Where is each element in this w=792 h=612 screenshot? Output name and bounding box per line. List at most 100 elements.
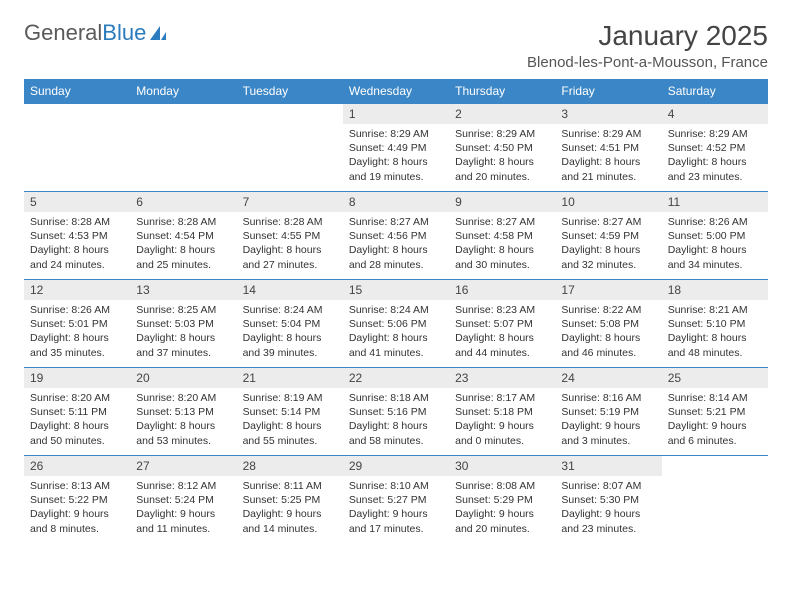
sunrise-line: Sunrise: 8:22 AM	[561, 304, 641, 316]
calendar-cell: 4Sunrise: 8:29 AMSunset: 4:52 PMDaylight…	[662, 104, 768, 192]
day-number: 6	[130, 192, 236, 212]
calendar-cell: 26Sunrise: 8:13 AMSunset: 5:22 PMDayligh…	[24, 456, 130, 544]
calendar-cell: 23Sunrise: 8:17 AMSunset: 5:18 PMDayligh…	[449, 368, 555, 456]
calendar-cell: 12Sunrise: 8:26 AMSunset: 5:01 PMDayligh…	[24, 280, 130, 368]
daylight-line: Daylight: 8 hours and 20 minutes.	[455, 156, 534, 182]
sunset-line: Sunset: 5:30 PM	[561, 494, 639, 506]
weekday-header: Tuesday	[237, 79, 343, 104]
daylight-line: Daylight: 8 hours and 41 minutes.	[349, 332, 428, 358]
day-details: Sunrise: 8:20 AMSunset: 5:11 PMDaylight:…	[24, 388, 130, 451]
weekday-header: Thursday	[449, 79, 555, 104]
sunrise-line: Sunrise: 8:20 AM	[136, 392, 216, 404]
daylight-line: Daylight: 8 hours and 24 minutes.	[30, 244, 109, 270]
daylight-line: Daylight: 8 hours and 28 minutes.	[349, 244, 428, 270]
sunset-line: Sunset: 5:18 PM	[455, 406, 533, 418]
sunrise-line: Sunrise: 8:27 AM	[455, 216, 535, 228]
calendar-cell: ..	[237, 104, 343, 192]
day-details: Sunrise: 8:14 AMSunset: 5:21 PMDaylight:…	[662, 388, 768, 451]
daylight-line: Daylight: 8 hours and 39 minutes.	[243, 332, 322, 358]
sunrise-line: Sunrise: 8:29 AM	[455, 128, 535, 140]
day-details: Sunrise: 8:08 AMSunset: 5:29 PMDaylight:…	[449, 476, 555, 539]
calendar-cell: 28Sunrise: 8:11 AMSunset: 5:25 PMDayligh…	[237, 456, 343, 544]
calendar-cell: 27Sunrise: 8:12 AMSunset: 5:24 PMDayligh…	[130, 456, 236, 544]
sunrise-line: Sunrise: 8:13 AM	[30, 480, 110, 492]
calendar-row: 5Sunrise: 8:28 AMSunset: 4:53 PMDaylight…	[24, 192, 768, 280]
daylight-line: Daylight: 8 hours and 37 minutes.	[136, 332, 215, 358]
day-details: Sunrise: 8:07 AMSunset: 5:30 PMDaylight:…	[555, 476, 661, 539]
calendar-cell: 3Sunrise: 8:29 AMSunset: 4:51 PMDaylight…	[555, 104, 661, 192]
calendar-cell: ..	[662, 456, 768, 544]
day-number: 9	[449, 192, 555, 212]
day-number: 5	[24, 192, 130, 212]
day-details: Sunrise: 8:10 AMSunset: 5:27 PMDaylight:…	[343, 476, 449, 539]
sunset-line: Sunset: 4:52 PM	[668, 142, 746, 154]
sunrise-line: Sunrise: 8:10 AM	[349, 480, 429, 492]
calendar-cell: ..	[24, 104, 130, 192]
day-number: 16	[449, 280, 555, 300]
day-details: Sunrise: 8:22 AMSunset: 5:08 PMDaylight:…	[555, 300, 661, 363]
day-number: 13	[130, 280, 236, 300]
day-number: 12	[24, 280, 130, 300]
calendar-cell: 11Sunrise: 8:26 AMSunset: 5:00 PMDayligh…	[662, 192, 768, 280]
day-number: 14	[237, 280, 343, 300]
sunset-line: Sunset: 5:10 PM	[668, 318, 746, 330]
sunrise-line: Sunrise: 8:11 AM	[243, 480, 322, 492]
calendar-cell: 22Sunrise: 8:18 AMSunset: 5:16 PMDayligh…	[343, 368, 449, 456]
day-details: Sunrise: 8:11 AMSunset: 5:25 PMDaylight:…	[237, 476, 343, 539]
sunset-line: Sunset: 5:06 PM	[349, 318, 427, 330]
calendar-cell: 7Sunrise: 8:28 AMSunset: 4:55 PMDaylight…	[237, 192, 343, 280]
sunrise-line: Sunrise: 8:27 AM	[349, 216, 429, 228]
calendar-cell: 8Sunrise: 8:27 AMSunset: 4:56 PMDaylight…	[343, 192, 449, 280]
sunset-line: Sunset: 5:27 PM	[349, 494, 427, 506]
daylight-line: Daylight: 8 hours and 34 minutes.	[668, 244, 747, 270]
daylight-line: Daylight: 8 hours and 23 minutes.	[668, 156, 747, 182]
daylight-line: Daylight: 9 hours and 14 minutes.	[243, 508, 322, 534]
daylight-line: Daylight: 8 hours and 25 minutes.	[136, 244, 215, 270]
sunrise-line: Sunrise: 8:17 AM	[455, 392, 535, 404]
day-number: 10	[555, 192, 661, 212]
calendar-cell: 14Sunrise: 8:24 AMSunset: 5:04 PMDayligh…	[237, 280, 343, 368]
weekday-header: Friday	[555, 79, 661, 104]
sunrise-line: Sunrise: 8:25 AM	[136, 304, 216, 316]
daylight-line: Daylight: 8 hours and 44 minutes.	[455, 332, 534, 358]
sunset-line: Sunset: 5:16 PM	[349, 406, 427, 418]
calendar-cell: 30Sunrise: 8:08 AMSunset: 5:29 PMDayligh…	[449, 456, 555, 544]
day-number: 1	[343, 104, 449, 124]
day-number: 27	[130, 456, 236, 476]
sunrise-line: Sunrise: 8:07 AM	[561, 480, 641, 492]
sunrise-line: Sunrise: 8:18 AM	[349, 392, 429, 404]
day-details: Sunrise: 8:26 AMSunset: 5:00 PMDaylight:…	[662, 212, 768, 275]
sunrise-line: Sunrise: 8:14 AM	[668, 392, 748, 404]
daylight-line: Daylight: 8 hours and 21 minutes.	[561, 156, 640, 182]
calendar-cell: 24Sunrise: 8:16 AMSunset: 5:19 PMDayligh…	[555, 368, 661, 456]
day-details: Sunrise: 8:29 AMSunset: 4:50 PMDaylight:…	[449, 124, 555, 187]
sunset-line: Sunset: 4:49 PM	[349, 142, 427, 154]
logo: GeneralBlue	[24, 20, 168, 46]
day-number: 28	[237, 456, 343, 476]
day-number: 25	[662, 368, 768, 388]
sunset-line: Sunset: 4:51 PM	[561, 142, 639, 154]
daylight-line: Daylight: 8 hours and 27 minutes.	[243, 244, 322, 270]
sunset-line: Sunset: 5:14 PM	[243, 406, 321, 418]
day-details: Sunrise: 8:26 AMSunset: 5:01 PMDaylight:…	[24, 300, 130, 363]
day-number: 22	[343, 368, 449, 388]
sunset-line: Sunset: 5:07 PM	[455, 318, 533, 330]
sunset-line: Sunset: 4:54 PM	[136, 230, 214, 242]
title-block: January 2025 Blenod-les-Pont-a-Mousson, …	[527, 20, 768, 71]
day-number: 11	[662, 192, 768, 212]
calendar-cell: ..	[130, 104, 236, 192]
logo-text-general: General	[24, 20, 102, 46]
month-title: January 2025	[527, 20, 768, 52]
sunset-line: Sunset: 5:29 PM	[455, 494, 533, 506]
daylight-line: Daylight: 8 hours and 35 minutes.	[30, 332, 109, 358]
calendar-cell: 19Sunrise: 8:20 AMSunset: 5:11 PMDayligh…	[24, 368, 130, 456]
weekday-header: Monday	[130, 79, 236, 104]
day-number: 3	[555, 104, 661, 124]
day-details: Sunrise: 8:28 AMSunset: 4:53 PMDaylight:…	[24, 212, 130, 275]
day-number: 7	[237, 192, 343, 212]
sunset-line: Sunset: 4:56 PM	[349, 230, 427, 242]
day-number: 30	[449, 456, 555, 476]
day-number: 15	[343, 280, 449, 300]
day-number: 29	[343, 456, 449, 476]
day-details: Sunrise: 8:25 AMSunset: 5:03 PMDaylight:…	[130, 300, 236, 363]
